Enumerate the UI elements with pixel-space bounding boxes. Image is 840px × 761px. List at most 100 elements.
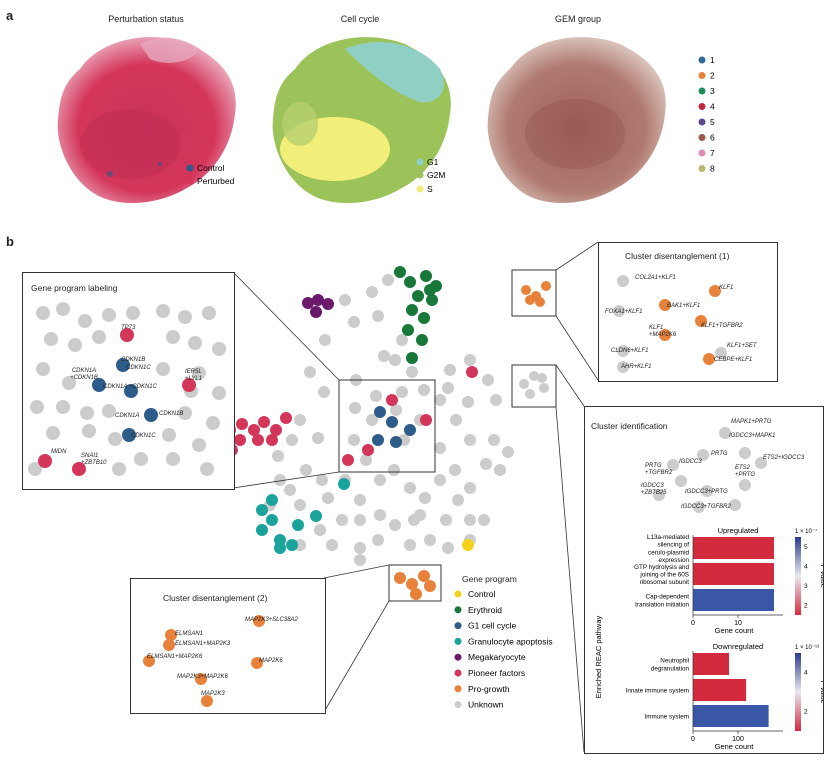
erythroid-dot xyxy=(424,284,436,296)
unknown-dot xyxy=(693,501,705,513)
erythroid-dot xyxy=(394,266,406,278)
label-igdcc3-prtg: IGDCC3+PRTG xyxy=(685,489,728,495)
unknown-dot xyxy=(408,514,420,526)
x-axis-label: Gene count xyxy=(715,626,755,635)
label-igdcc3-mapk1: IGDCC3+MAPK1 xyxy=(729,433,776,439)
unknown-dot xyxy=(450,414,462,426)
unknown-dot xyxy=(494,464,506,476)
pro-growth-dot xyxy=(201,695,213,707)
unknown-dot xyxy=(354,542,366,554)
colorbar xyxy=(795,653,801,731)
unknown-dot xyxy=(188,336,202,350)
gem-label-1: 1 xyxy=(710,55,715,65)
umap-gem xyxy=(487,37,666,204)
pro-growth-dot xyxy=(659,299,671,311)
label-elmsan1-map2k3: ELMSAN1+MAP2K3 xyxy=(175,641,231,647)
megakaryocyte-dot xyxy=(302,297,314,309)
erythroid-dot xyxy=(416,334,428,346)
downregulated-chart: Downregulated 1 × 10⁻¹³ Neutrophildegranul… xyxy=(626,642,823,751)
gem-swatch-5 xyxy=(698,118,706,126)
g1-dot xyxy=(124,384,138,398)
zoom-rect-cluster1 xyxy=(511,269,557,317)
pioneer-dot xyxy=(182,378,196,392)
unknown-dot xyxy=(56,400,70,414)
unknown-dot xyxy=(300,464,312,476)
cluster1-title: Cluster disentanglement (1) xyxy=(625,251,730,261)
unknown-dot xyxy=(389,354,401,366)
pioneer-dot xyxy=(236,418,248,430)
unknown-dot xyxy=(537,373,547,383)
colorbar-tick: 4 xyxy=(804,670,808,677)
pro-growth-dot xyxy=(394,572,406,584)
unknown-dot xyxy=(30,400,44,414)
chart-ylabel: Enriched REAC pathway xyxy=(594,615,603,698)
perturbation-legend: Control Perturbed xyxy=(186,163,235,186)
legend-g1: G1 xyxy=(427,157,439,167)
legend-label: Control xyxy=(468,589,496,599)
unknown-dot xyxy=(166,330,180,344)
bar-category-label: translation initiation xyxy=(635,601,689,608)
unknown-dot xyxy=(102,308,116,322)
unknown-dot xyxy=(294,414,306,426)
unknown-dot xyxy=(202,306,216,320)
unknown-dot xyxy=(156,304,170,318)
unknown-dot xyxy=(212,342,226,356)
x-tick-label: 100 xyxy=(732,736,744,743)
unknown-dot xyxy=(529,371,539,381)
unknown-dot xyxy=(286,434,298,446)
unknown-dot xyxy=(349,402,361,414)
legend-label: Pioneer factors xyxy=(468,668,525,678)
x-tick-label: 0 xyxy=(691,620,695,627)
g1-dot xyxy=(404,424,416,436)
granulocyte-dot xyxy=(266,514,278,526)
erythroid-dot xyxy=(406,352,418,364)
legend-g2m: G2M xyxy=(427,170,445,180)
label-igdcc3-tgfbr2: IGDCC3+TGFBR2 xyxy=(681,504,731,510)
unknown-dot xyxy=(452,494,464,506)
unknown-dot xyxy=(482,374,494,386)
cluster1-box: Cluster disentanglement (1) COL2A1+KLF1 … xyxy=(598,242,778,382)
unknown-dot xyxy=(434,474,446,486)
granulocyte-dot xyxy=(266,494,278,506)
bar xyxy=(693,679,747,701)
zoom-rect-labeling xyxy=(338,379,436,473)
unknown-dot xyxy=(525,389,535,399)
pro-growth-dot xyxy=(424,580,436,592)
label-klf1: KLF1 xyxy=(719,285,734,291)
pioneer-dot xyxy=(266,434,278,446)
umap-perturbation xyxy=(57,37,236,204)
pro-growth-dot xyxy=(695,315,707,327)
g1-dot xyxy=(122,428,136,442)
label-igdcc3: IGDCC3 xyxy=(679,459,702,465)
unknown-dot xyxy=(134,452,148,466)
granulocyte-dot xyxy=(286,539,298,551)
unknown-dot xyxy=(112,462,126,476)
unknown-dot xyxy=(56,302,70,316)
unknown-dot xyxy=(418,384,430,396)
unknown-dot xyxy=(440,514,452,526)
pro-growth-dot xyxy=(535,297,545,307)
gem-swatch-2 xyxy=(698,72,706,79)
g1-dot xyxy=(386,416,398,428)
gem-swatch-3 xyxy=(698,87,706,95)
unknown-dot xyxy=(617,361,629,373)
unknown-dot xyxy=(462,396,474,408)
unknown-dot xyxy=(348,434,360,446)
label-foxa1-klf1: FOXA1+KLF1 xyxy=(605,309,643,315)
colorbar-exponent: 1 × 10⁻¹³ xyxy=(795,645,819,651)
colorbar-tick: 4 xyxy=(804,563,808,570)
unknown-dot xyxy=(102,404,116,418)
unknown-dot xyxy=(490,394,502,406)
pioneer-dot xyxy=(258,416,270,428)
x-tick-label: 10 xyxy=(734,620,742,627)
unknown-dot xyxy=(378,350,390,362)
unknown-dot xyxy=(46,426,60,440)
umap-plots: Control Perturbed G1 G2M S 1 2 3 4 5 6 7 8 xyxy=(57,37,715,204)
chart-title: Downregulated xyxy=(713,642,763,651)
bar xyxy=(693,563,774,585)
pro-growth-dot xyxy=(163,639,175,651)
g1-dot xyxy=(116,358,130,372)
label-klf1-set: KLF1+SET xyxy=(727,343,757,349)
gem-swatch-6 xyxy=(698,134,706,141)
unknown-dot xyxy=(478,514,490,526)
